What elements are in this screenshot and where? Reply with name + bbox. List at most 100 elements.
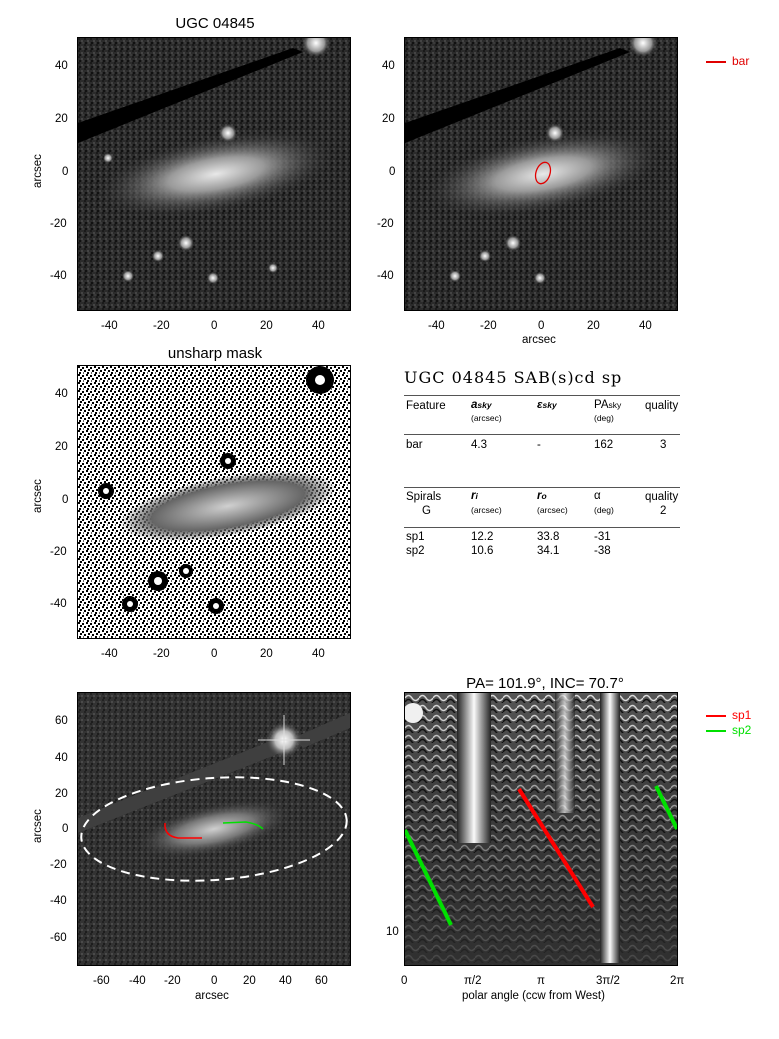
x-tick: 0 [211,320,218,332]
col-ri-sub: i [475,491,478,501]
legend-sp2-line [706,730,726,732]
col-pa-sub: sky [608,400,622,410]
polar-panel [405,693,677,965]
table-rule [404,527,680,528]
y-tick: -20 [377,218,394,230]
x-axis-label-polar: polar angle (ccw from West) [462,990,605,1002]
sp1-trace [517,787,595,909]
x-tick-polar: 0 [401,975,408,987]
col-pa-unit: (deg) [594,413,614,423]
y-tick: -20 [50,859,67,871]
y-axis-label: arcsec [32,479,44,513]
legend-sp1-label: sp1 [732,708,752,722]
sp1-arc [164,822,202,839]
heading-main: UGC 04845 SAB [404,368,551,387]
y-tick: -40 [50,270,67,282]
sp2-arc [222,821,264,830]
legend-bar-line [706,61,726,63]
y-tick: 40 [55,388,68,400]
heading-suffix: (s)cd sp [550,368,623,387]
col-pa-sym: PA [594,399,609,411]
y-tick: 20 [55,113,68,125]
y-tick: 60 [55,715,68,727]
axis-frame [404,37,678,311]
col-eps: εsky [537,399,557,411]
y-tick-polar: 10 [386,926,399,938]
x-tick: 20 [260,648,273,660]
col-eps-sym: ε [537,399,543,411]
x-tick: -40 [101,648,118,660]
y-tick: 0 [389,166,396,178]
panel-title-unsharp: unsharp mask [167,345,263,362]
sp2-trace-left [405,829,453,926]
col-ro-unit: (arcsec) [537,505,568,515]
axis-frame [77,37,351,311]
table-rule [404,395,680,396]
col-ri-sym: r [471,490,476,502]
col-feature: Feature [406,400,446,412]
sp2-trace-right [654,785,677,830]
legend-sp1-line [706,715,726,717]
x-tick: 40 [639,320,652,332]
y-axis-label: arcsec [32,154,44,188]
deprojected-image [78,693,350,965]
col-ro: ro [537,490,547,502]
legend-sp2-label: sp2 [732,723,752,737]
galaxy-bar-panel [405,38,677,310]
panel-title-galaxy: UGC 04845 [175,15,255,32]
y-tick: -40 [50,598,67,610]
bar-row-quality: 3 [660,439,667,451]
axis-frame [77,692,351,966]
x-tick: -20 [153,320,170,332]
sp1-ro: 33.8 [537,531,560,543]
y-tick: -60 [50,932,67,944]
y-tick: 0 [62,823,69,835]
axis-frame [404,692,678,966]
y-tick: 20 [55,788,68,800]
deprojected-panel [78,693,350,965]
y-tick: 40 [55,60,68,72]
x-tick: -20 [164,975,181,987]
x-tick: 40 [312,648,325,660]
col-eps-sub: sky [542,400,557,410]
x-axis-label: arcsec [522,334,556,346]
x-tick-polar: 3π/2 [596,975,620,987]
col-ro-sym: r [537,490,542,502]
col-spiral-quality-val: 2 [660,505,667,517]
table-rule [404,434,680,435]
col-ri: ri [471,490,478,502]
bar-ellipse [534,161,552,185]
legend-sp2: sp2 [706,723,751,737]
col-quality: quality [645,400,679,412]
y-tick: 40 [55,752,68,764]
x-tick: 0 [538,320,545,332]
galaxy-image-panel [78,38,350,310]
x-tick: -20 [153,648,170,660]
bar-row-a: 4.3 [471,439,487,451]
y-tick: 0 [62,494,69,506]
col-ro-sub: o [541,491,547,501]
y-tick: -40 [377,270,394,282]
col-spirals: Spirals [406,491,442,503]
x-tick-polar: 2π [670,975,685,987]
sp1-alpha: -31 [594,531,611,543]
x-tick: -40 [129,975,146,987]
galaxy-image-with-bar [405,38,677,310]
col-spirals-g: G [422,505,431,517]
sp2-ri: 10.6 [471,545,494,557]
bar-row-eps: - [537,439,541,451]
table-heading: UGC 04845 SAB(s)cd sp [404,368,622,387]
unsharp-mask-panel [78,366,350,638]
y-tick: -20 [50,218,67,230]
x-tick: -40 [428,320,445,332]
axis-frame [77,365,351,639]
y-tick: 20 [382,113,395,125]
sp2-ro: 34.1 [537,545,560,557]
sp2-name: sp2 [406,545,425,557]
sp1-ri: 12.2 [471,531,494,543]
morphology-table: Feature asky (arcsec) εsky PAsky (deg) q… [404,395,684,575]
col-ri-unit: (arcsec) [471,505,502,515]
x-tick-polar: π [537,975,545,987]
y-axis-label: arcsec [32,809,44,843]
y-tick: -40 [50,895,67,907]
